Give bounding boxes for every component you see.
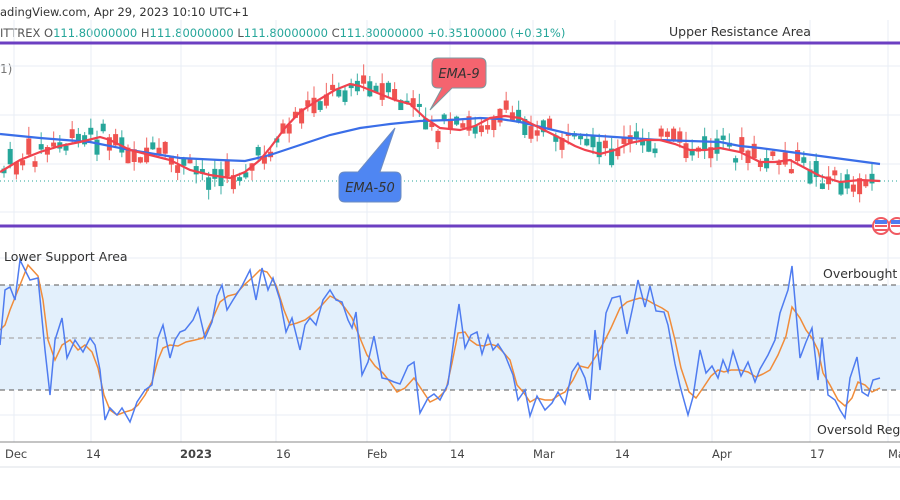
ema9-line (0, 82, 881, 184)
us-flag-event-icon-2[interactable] (888, 217, 900, 235)
x-axis-label: 2023 (180, 447, 213, 461)
stoch-k-line (0, 257, 881, 424)
open-value: 111.80000000 (53, 26, 138, 40)
stoch-level-lines (0, 284, 900, 391)
x-axis-label: 14 (450, 447, 465, 461)
stoch-d-line (0, 263, 881, 416)
x-axis-label: 14 (86, 447, 101, 461)
ema50-callout[interactable]: EMA-50 (338, 127, 402, 203)
x-axis-label: Mar (533, 447, 555, 461)
oversold-region-label: Oversold Regio (817, 422, 900, 437)
x-axis-label: Dec (5, 447, 28, 461)
ema50-callout-label: EMA-50 (345, 181, 395, 196)
open-label: O (44, 26, 54, 40)
x-axis-label: Apr (712, 447, 732, 461)
lower-support-label: Lower Support Area (4, 249, 128, 264)
ema9-callout[interactable]: EMA-9 (429, 57, 487, 111)
ema9-callout-label: EMA-9 (438, 67, 479, 82)
x-axis-label: 16 (276, 447, 291, 461)
close-value: 111.80000000 (339, 26, 424, 40)
exchange-prefix: ITTREX (0, 26, 41, 40)
change-value: +0.35100000 (+0.31%) (427, 26, 566, 40)
high-label: H (140, 26, 150, 40)
us-flag-event-icon[interactable] (872, 217, 890, 235)
ohlc-legend: ITTREX O111.80000000 H111.80000000 L111.… (0, 26, 565, 40)
x-axis-label: 14 (615, 447, 630, 461)
high-value: 111.80000000 (149, 26, 234, 40)
x-axis-label: Ma (888, 447, 900, 461)
low-value: 111.80000000 (243, 26, 328, 40)
close-label: C (331, 26, 340, 40)
overbought-region-label: Overbought R (823, 266, 900, 281)
x-axis-label: 17 (810, 447, 825, 461)
chart-source-timestamp: adingView.com, Apr 29, 2023 10:10 UTC+1 (0, 5, 249, 19)
upper-resistance-label: Upper Resistance Area (669, 24, 811, 39)
x-axis-label: Feb (367, 447, 388, 461)
low-label: L (237, 26, 244, 40)
